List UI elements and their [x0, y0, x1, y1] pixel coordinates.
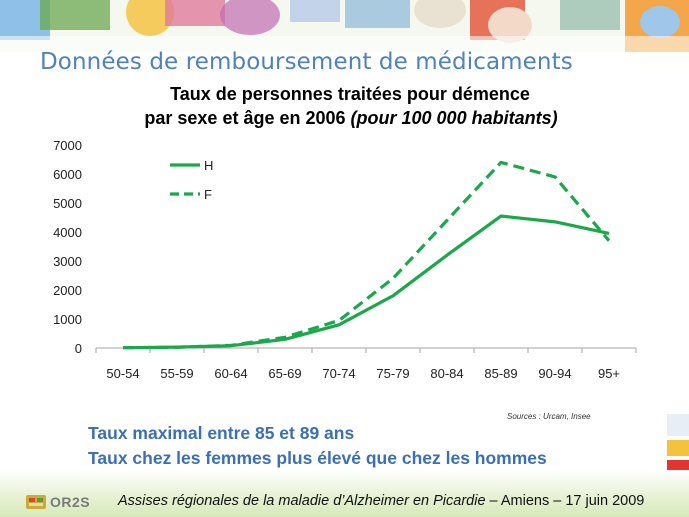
x-tick-label: 50-54 [106, 366, 139, 381]
chart-title-line2-italic: (pour 100 000 habitants) [350, 108, 558, 128]
x-tick-label: 85-89 [484, 366, 517, 381]
x-tick-label: 60-64 [214, 366, 247, 381]
x-tick-label: 95+ [598, 366, 620, 381]
legend: HF [170, 158, 213, 202]
series-lines [122, 160, 611, 350]
line-chart: 0 1000 2000 3000 4000 5000 6000 7000 50-54 55-59… [53, 138, 637, 381]
chart-title-line1: Taux de personnes traitées pour démence [170, 84, 530, 104]
ors-logo-icon [26, 495, 46, 509]
y-tick-label: 6000 [53, 167, 82, 182]
x-tick-label: 90-94 [538, 366, 571, 381]
x-axis: 50-54 55-59 60-64 65-69 70-74 75-79 80-84 85-89… [95, 348, 637, 381]
conclusions: Taux maximal entre 85 et 89 ans Taux che… [88, 421, 547, 471]
chart-title-line2-plain: par sexe et âge en 2006 [144, 108, 351, 128]
legend-label-h: H [204, 158, 213, 173]
y-tick-label: 7000 [53, 138, 82, 153]
conclusion-line: Taux maximal entre 85 et 89 ans [88, 423, 355, 443]
x-tick-label: 75-79 [376, 366, 409, 381]
y-tick-label: 0 [75, 341, 82, 356]
footer-event-place-date: – Amiens – 17 juin 2009 [485, 493, 645, 509]
x-tick-label: 70-74 [322, 366, 355, 381]
source-note: Sources : Urcam, Insee [507, 412, 591, 421]
chart-title-line2: par sexe et âge en 2006 (pour 100 000 ha… [40, 106, 660, 130]
x-tick-label: 65-69 [268, 366, 301, 381]
y-tick-label: 5000 [53, 196, 82, 211]
slide-title: Données de remboursement de médicaments [40, 49, 573, 75]
y-tick-label: 3000 [53, 254, 82, 269]
ors-logo: OR2S [26, 491, 90, 513]
series-line-f [122, 160, 611, 350]
x-tick-label: 55-59 [160, 366, 193, 381]
ors-logo-text: OR2S [50, 494, 91, 510]
y-axis: 0 1000 2000 3000 4000 5000 6000 7000 [53, 138, 82, 356]
y-tick-label: 4000 [53, 225, 82, 240]
footer-caption: Assises régionales de la maladie d’Alzhe… [118, 493, 644, 509]
footer-band [0, 470, 689, 517]
y-tick-label: 1000 [53, 312, 82, 327]
x-tick-label: 80-84 [430, 366, 463, 381]
legend-label-f: F [204, 187, 212, 202]
series-line-h [122, 214, 610, 350]
conclusion-line: Taux chez les femmes plus élevé que chez… [88, 448, 547, 468]
footer-event-title: Assises régionales de la maladie d’Alzhe… [118, 493, 486, 509]
decorative-banner [0, 0, 689, 52]
y-tick-label: 2000 [53, 283, 82, 298]
chart-title: Taux de personnes traitées pour démence … [40, 82, 660, 130]
